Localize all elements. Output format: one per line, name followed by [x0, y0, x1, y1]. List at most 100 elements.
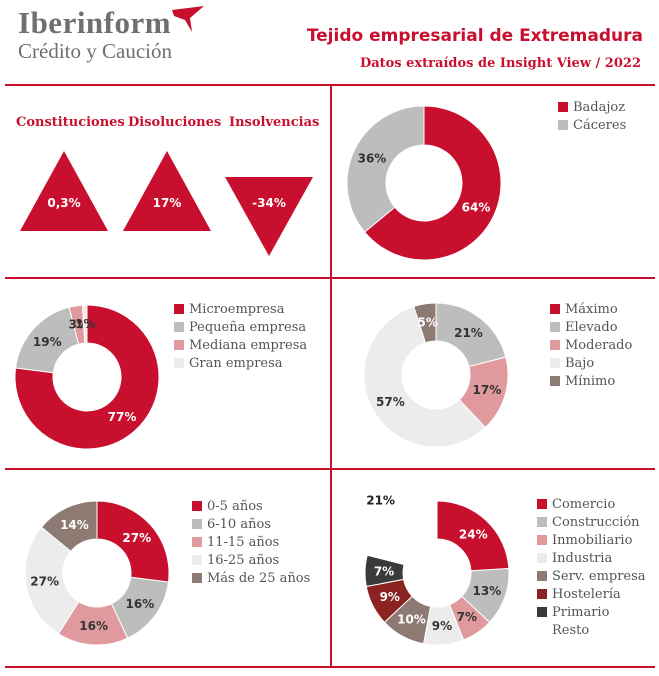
slice-label: 24%: [459, 527, 488, 541]
legend-item: Comercio: [537, 495, 646, 513]
legend-swatch: [192, 501, 202, 511]
legend-label: Badajoz: [573, 100, 625, 115]
legend-label: Mediana empresa: [189, 338, 307, 353]
legend-item: Moderado: [550, 336, 632, 354]
slice-label: 21%: [366, 493, 395, 507]
legend-label: Resto: [552, 623, 589, 638]
donut-slice: [347, 106, 424, 232]
slice-label: 7%: [457, 610, 477, 624]
legend-item: Construcción: [537, 513, 646, 531]
legend-swatch: [537, 553, 547, 563]
slice-label: 27%: [30, 574, 59, 588]
legend-label: Máximo: [565, 302, 618, 317]
legend-label: Elevado: [565, 320, 618, 335]
legend-swatch: [192, 555, 202, 565]
slice-label: 9%: [380, 590, 400, 604]
slice-label: 21%: [454, 326, 483, 340]
legend-swatch: [537, 571, 547, 581]
slice-label: 14%: [60, 518, 89, 532]
legend-label: Bajo: [565, 356, 594, 371]
legend-label: Microempresa: [189, 302, 284, 317]
legend-item: Más de 25 años: [192, 569, 310, 587]
legend-swatch: [550, 322, 560, 332]
slice-label: 5%: [418, 316, 438, 330]
legend-swatch: [174, 322, 184, 332]
legend-swatch: [537, 535, 547, 545]
legend-riesgo: Máximo Elevado Moderado Bajo Mínimo: [550, 300, 632, 390]
legend-swatch: [537, 499, 547, 509]
legend-label: Inmobiliario: [552, 533, 632, 548]
slice-label: 36%: [358, 152, 387, 166]
donut-group-0: 64%36%: [347, 106, 501, 260]
legend-item: Elevado: [550, 318, 632, 336]
slice-label: 16%: [79, 619, 108, 633]
legend-item: Mediana empresa: [174, 336, 307, 354]
legend-item: Cáceres: [558, 116, 626, 134]
legend-item: Gran empresa: [174, 354, 307, 372]
legend-label: Industria: [552, 551, 612, 566]
legend-item: 11-15 años: [192, 533, 310, 551]
legend-label: Mínimo: [565, 374, 615, 389]
legend-swatch: [537, 607, 547, 617]
legend-swatch: [550, 376, 560, 386]
legend-swatch: [192, 573, 202, 583]
legend-item: 0-5 años: [192, 497, 310, 515]
legend-label: Moderado: [565, 338, 632, 353]
legend-label: 6-10 años: [207, 517, 271, 532]
legend-item: Badajoz: [558, 98, 626, 116]
legend-label: 0-5 años: [207, 499, 263, 514]
legend-label: Construcción: [552, 515, 640, 530]
legend-swatch: [550, 358, 560, 368]
donut-slice: [367, 501, 437, 565]
legend-label: 16-25 años: [207, 553, 279, 568]
legend-label: Primario: [552, 605, 609, 620]
slice-label: 57%: [376, 395, 405, 409]
legend-antiguedad: 0-5 años 6-10 años 11-15 años 16-25 años Más…: [192, 497, 310, 587]
legend-item: Bajo: [550, 354, 632, 372]
legend-item: Serv. empresa: [537, 567, 646, 585]
legend-swatch: [537, 517, 547, 527]
legend-item: Primario: [537, 603, 646, 621]
legend-item: Industria: [537, 549, 646, 567]
legend-swatch: [174, 358, 184, 368]
legend-label: Más de 25 años: [207, 571, 310, 586]
legend-item: Hostelería: [537, 585, 646, 603]
legend-label: Serv. empresa: [552, 569, 646, 584]
legend-swatch: [537, 589, 547, 599]
legend-label: 11-15 años: [207, 535, 279, 550]
donut-group-3: 27% 16% 16% 27% 14%: [25, 501, 169, 645]
slice-label: 77%: [108, 410, 137, 424]
legend-swatch: [192, 519, 202, 529]
legend-sector: Comercio Construcción Inmobiliario Industri…: [537, 495, 646, 639]
legend-item: 16-25 años: [192, 551, 310, 569]
legend-item: Pequeña empresa: [174, 318, 307, 336]
legend-swatch: [192, 537, 202, 547]
donut-group-2: 21% 17% 57% 5%: [364, 303, 508, 447]
legend-item: 6-10 años: [192, 515, 310, 533]
donut-group-4: 24% 13% 7% 9% 10% 9% 7% 21%: [365, 493, 509, 645]
slice-label: 16%: [126, 597, 155, 611]
legend-item: Inmobiliario: [537, 531, 646, 549]
legend-swatch: [558, 120, 568, 130]
legend-item: Resto: [537, 621, 646, 639]
legend-provincia: Badajoz Cáceres: [558, 98, 626, 134]
slice-label: 7%: [374, 564, 394, 578]
legend-swatch: [558, 102, 568, 112]
slice-label: 9%: [432, 619, 452, 633]
legend-label: Cáceres: [573, 118, 626, 133]
slice-label: 27%: [122, 531, 151, 545]
donut-group-1: 77%19%3%1%: [15, 305, 159, 449]
legend-label: Pequeña empresa: [189, 320, 306, 335]
slice-label: 10%: [397, 612, 426, 626]
legend-label: Comercio: [552, 497, 615, 512]
slice-label: 13%: [472, 584, 501, 598]
legend-swatch: [550, 304, 560, 314]
legend-label: Gran empresa: [189, 356, 283, 371]
legend-item: Máximo: [550, 300, 632, 318]
slice-label: 19%: [33, 335, 62, 349]
legend-label: Hostelería: [552, 587, 621, 602]
slice-label: 17%: [473, 383, 502, 397]
legend-swatch: [550, 340, 560, 350]
legend-swatch: [174, 304, 184, 314]
legend-tamano: Microempresa Pequeña empresa Mediana empre…: [174, 300, 307, 372]
